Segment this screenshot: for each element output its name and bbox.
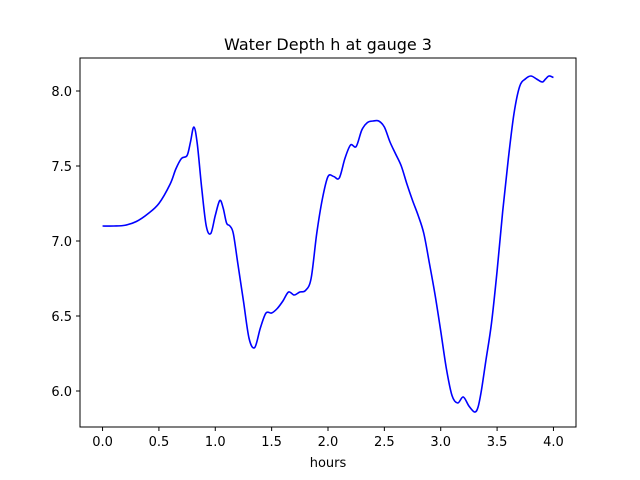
- x-tick-label: 1.0: [205, 435, 226, 450]
- chart-title: Water Depth h at gauge 3: [224, 35, 432, 54]
- x-axis-label: hours: [310, 456, 347, 471]
- y-tick-label: 6.5: [51, 310, 72, 325]
- x-tick-label: 4.0: [543, 435, 564, 450]
- plot-area: [102, 75, 554, 413]
- y-tick-label: 8.0: [51, 85, 72, 100]
- y-axis: 6.0 6.5 7.0 7.5 8.0: [51, 85, 80, 400]
- x-tick-label: 0.5: [149, 435, 170, 450]
- y-tick-label: 7.0: [51, 235, 72, 250]
- y-tick-label: 7.5: [51, 160, 72, 175]
- x-tick-label: 2.0: [318, 435, 339, 450]
- x-tick-label: 2.5: [374, 435, 395, 450]
- x-tick-label: 0.0: [92, 435, 113, 450]
- x-axis: 0.0 0.5 1.0 1.5 2.0 2.5 3.0 3.5 4.0: [92, 427, 564, 450]
- y-tick-label: 6.0: [51, 385, 72, 400]
- x-tick-label: 3.0: [430, 435, 451, 450]
- series-line-0: [102, 75, 554, 413]
- x-tick-label: 1.5: [261, 435, 282, 450]
- x-tick-label: 3.5: [487, 435, 508, 450]
